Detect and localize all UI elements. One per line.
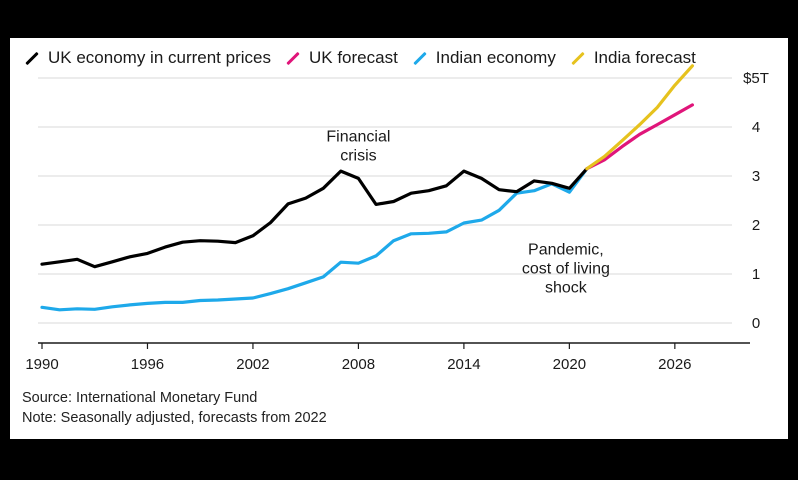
y-tick-label: 2 bbox=[752, 217, 760, 234]
y-tick-label: $5T bbox=[743, 70, 769, 87]
x-tick-label: 1990 bbox=[25, 356, 58, 373]
annotation-pandemic: shock bbox=[545, 279, 588, 296]
legend-label-india-forecast: India forecast bbox=[593, 48, 696, 67]
y-tick-label: 3 bbox=[752, 168, 760, 185]
legend-item-uk: UK economy in current prices bbox=[24, 48, 271, 68]
chart-legend: UK economy in current prices UK forecast… bbox=[24, 48, 710, 68]
x-tick-label: 2014 bbox=[447, 356, 480, 373]
annotation-financial-crisis: crisis bbox=[340, 148, 376, 165]
note-text: Note: Seasonally adjusted, forecasts fro… bbox=[22, 410, 327, 426]
india-forecast-line bbox=[585, 64, 695, 171]
line-chart: 0 1 2 3 4 $5T 1990 1996 2002 2008 2014 2020 2026 Fina… bbox=[25, 64, 769, 373]
x-tick-label: 2020 bbox=[553, 356, 586, 373]
annotation-financial-crisis: Financial bbox=[326, 129, 390, 146]
annotation-pandemic: cost of living bbox=[522, 260, 610, 277]
source-text: Source: International Monetary Fund bbox=[22, 390, 258, 406]
legend-item-india-forecast: India forecast bbox=[570, 48, 696, 68]
chart-canvas: UK economy in current prices UK forecast… bbox=[10, 38, 788, 439]
uk-series-line bbox=[40, 167, 589, 269]
x-tick-label: 1996 bbox=[131, 356, 164, 373]
legend-label-uk-forecast: UK forecast bbox=[308, 48, 398, 67]
x-tick-label: 2026 bbox=[658, 356, 691, 373]
y-tick-label: 4 bbox=[752, 119, 760, 136]
chart-footer: Source: International Monetary Fund Note… bbox=[22, 388, 327, 428]
legend-item-uk-forecast: UK forecast bbox=[285, 48, 398, 68]
india-series-line bbox=[40, 167, 589, 312]
annotation-pandemic: Pandemic, bbox=[528, 241, 604, 258]
x-tick-label: 2002 bbox=[236, 356, 269, 373]
uk-forecast-line bbox=[585, 103, 695, 171]
legend-label-uk: UK economy in current prices bbox=[48, 48, 271, 67]
y-tick-label: 0 bbox=[752, 315, 760, 332]
y-tick-label: 1 bbox=[752, 266, 760, 283]
x-tick-label: 2008 bbox=[342, 356, 375, 373]
legend-label-india: Indian economy bbox=[435, 48, 556, 67]
legend-item-india: Indian economy bbox=[412, 48, 556, 68]
